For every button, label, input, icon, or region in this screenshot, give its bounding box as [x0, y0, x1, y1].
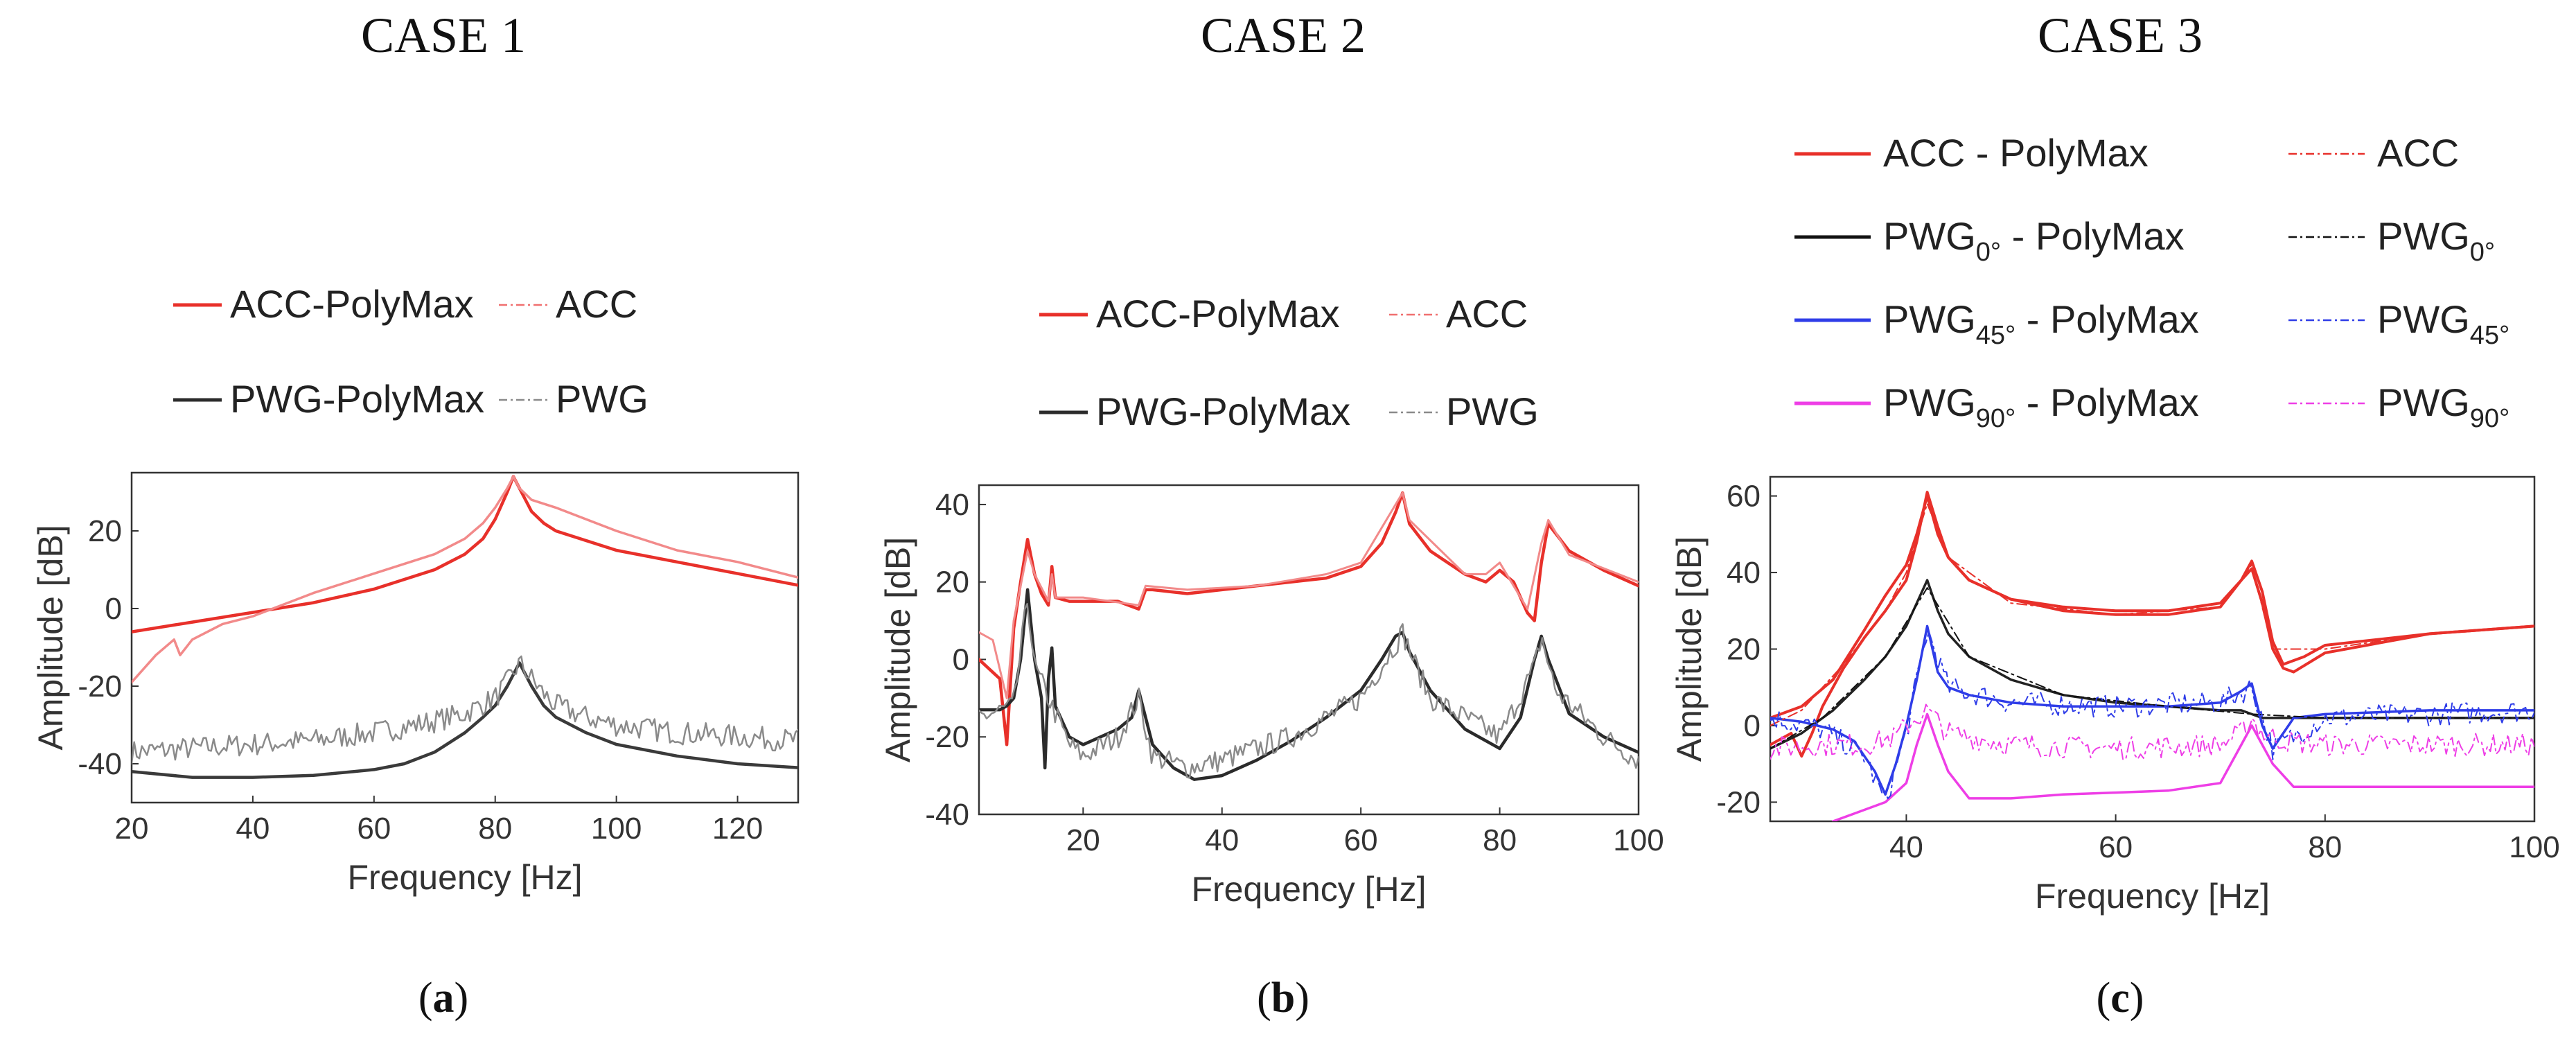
- series-line-acc: [132, 475, 798, 684]
- series-line-pwg: [132, 655, 798, 765]
- panel-1: CASE 1 (a) 20 40 60 80 100 120 -40 -20 0 20 Frequenc…: [31, 8, 800, 1022]
- legend-item: PWG-PolyMax: [1039, 390, 1350, 433]
- legend-item: PWG90°: [2288, 380, 2509, 433]
- series-line-acc-polymax: [132, 475, 798, 633]
- panel-title: CASE 1: [361, 8, 526, 63]
- y-tick-label: 40: [935, 488, 969, 522]
- series-line-pwg-polymax: [979, 588, 1639, 781]
- panel-caption: (c): [2097, 974, 2144, 1022]
- legend-label: PWG-PolyMax: [1096, 390, 1350, 433]
- legend-item: PWG-PolyMax: [173, 377, 484, 421]
- legend-item: ACC: [1389, 292, 1528, 335]
- y-tick-label: 0: [105, 592, 122, 626]
- plot-area: [978, 484, 1640, 816]
- x-tick-label: 80: [1483, 823, 1517, 857]
- legend-item: ACC: [499, 282, 637, 326]
- y-axis-label: Amplitude [dB]: [31, 525, 70, 750]
- legend-label: PWG0° - PolyMax: [1883, 214, 2185, 267]
- legend-label: PWG-PolyMax: [230, 377, 484, 421]
- y-tick-label: 40: [1727, 556, 1761, 590]
- legend-label: PWG: [1446, 390, 1539, 433]
- series-line-pwg0-polymax: [1770, 579, 2534, 750]
- y-tick-label: -20: [78, 670, 122, 703]
- x-tick-label: 80: [478, 812, 512, 846]
- panel-3: CASE 3 (c) 40 60 80 100 -20 0 20 40 60 Frequency [H…: [1670, 8, 2560, 1022]
- x-tick-label: 100: [591, 812, 642, 846]
- legend-label: PWG90° - PolyMax: [1883, 380, 2199, 433]
- series-line-acc: [979, 491, 1639, 699]
- legend-item: ACC-PolyMax: [1039, 292, 1340, 335]
- series-group: [132, 475, 798, 779]
- y-tick-label: 20: [1727, 633, 1761, 667]
- panel-caption: (b): [1257, 974, 1309, 1022]
- panel-title: CASE 3: [2038, 8, 2203, 63]
- legend-item: PWG0°: [2288, 214, 2495, 267]
- series-line-pwg: [979, 603, 1639, 779]
- x-tick-label: 40: [1889, 830, 1923, 864]
- legend-item: PWG90° - PolyMax: [1794, 380, 2199, 433]
- x-axis-label: Frequency [Hz]: [1191, 870, 1426, 909]
- legend-label: ACC: [2377, 131, 2459, 175]
- x-tick-label: 60: [1344, 823, 1378, 857]
- legend-label: PWG45°: [2377, 297, 2509, 350]
- legend-label: ACC-PolyMax: [1096, 292, 1340, 335]
- series-group: [1770, 491, 2534, 821]
- x-tick-label: 120: [712, 812, 763, 846]
- series-line-acc: [1770, 502, 2534, 726]
- legend-label: PWG45° - PolyMax: [1883, 297, 2199, 350]
- legend-label: ACC: [1446, 292, 1528, 335]
- legend-item: PWG45° - PolyMax: [1794, 297, 2199, 350]
- x-tick-label: 100: [1613, 823, 1664, 857]
- y-axis-label: Amplitude [dB]: [1670, 536, 1709, 762]
- y-tick-label: 0: [1744, 709, 1761, 743]
- series-group: [979, 491, 1639, 781]
- legend-item: PWG0° - PolyMax: [1794, 214, 2185, 267]
- legend-item: ACC - PolyMax: [1794, 131, 2149, 175]
- x-axis-label: Frequency [Hz]: [2035, 877, 2270, 916]
- x-tick-label: 60: [357, 812, 391, 846]
- series-line-pwg90-polymax: [1831, 712, 2534, 821]
- x-tick-label: 20: [1066, 823, 1100, 857]
- legend-item: ACC: [2288, 131, 2459, 175]
- series-line-acc-polymax-b-: [1770, 491, 2534, 758]
- y-tick-label: -20: [925, 720, 969, 754]
- plot-area: [130, 471, 800, 804]
- x-axis-label: Frequency [Hz]: [347, 858, 582, 897]
- y-tick-label: 60: [1727, 480, 1761, 514]
- legend-item: PWG: [1389, 390, 1539, 433]
- y-axis-label: Amplitude [dB]: [879, 537, 917, 762]
- legend-label: PWG: [556, 377, 649, 421]
- y-tick-label: 20: [88, 514, 122, 548]
- legend-item: PWG: [499, 377, 649, 421]
- x-tick-label: 20: [115, 812, 149, 846]
- y-tick-label: 0: [953, 642, 969, 676]
- panel-title: CASE 2: [1201, 8, 1366, 63]
- y-tick-label: -40: [925, 798, 969, 832]
- legend-item: ACC-PolyMax: [173, 282, 474, 326]
- x-tick-label: 100: [2509, 830, 2559, 864]
- legend-label: ACC: [556, 282, 637, 326]
- y-tick-label: -20: [1716, 785, 1761, 819]
- y-tick-label: 20: [935, 566, 969, 600]
- x-tick-label: 60: [2099, 830, 2133, 864]
- series-line-pwg-polymax: [132, 661, 798, 779]
- panel-2: CASE 2 (b) 20 40 60 80 100 -40 -20 0 20 40 Frequency…: [879, 8, 1664, 1022]
- x-tick-label: 40: [1205, 823, 1239, 857]
- y-tick-label: -40: [78, 747, 122, 781]
- legend-item: PWG45°: [2288, 297, 2509, 350]
- legend-label: ACC - PolyMax: [1883, 131, 2149, 175]
- x-tick-label: 40: [236, 812, 270, 846]
- series-line-acc-polymax-a-: [1770, 494, 2534, 719]
- legend-label: ACC-PolyMax: [230, 282, 474, 326]
- legend-label: PWG0°: [2377, 214, 2495, 267]
- series-line-pwg90: [1770, 703, 2534, 760]
- x-tick-label: 80: [2308, 830, 2342, 864]
- series-line-pwg45: [1770, 631, 2534, 800]
- panel-caption: (a): [418, 974, 468, 1022]
- series-line-pwg0: [1770, 587, 2534, 750]
- legend-label: PWG90°: [2377, 380, 2509, 433]
- plot-area: [1769, 475, 2536, 823]
